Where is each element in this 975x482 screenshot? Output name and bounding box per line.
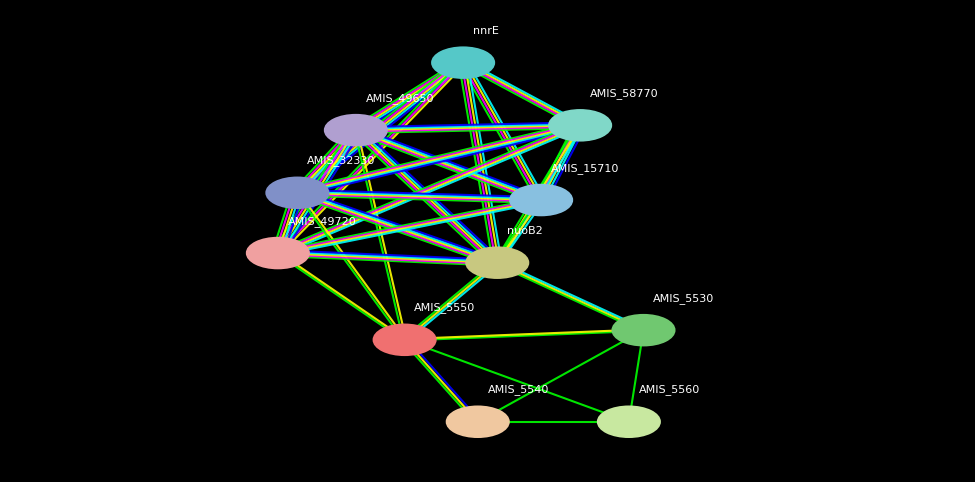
Text: AMIS_5550: AMIS_5550 <box>414 302 476 313</box>
Text: nuoB2: nuoB2 <box>507 226 543 236</box>
Circle shape <box>510 185 572 215</box>
Text: AMIS_49650: AMIS_49650 <box>366 93 434 104</box>
Text: AMIS_15710: AMIS_15710 <box>551 162 619 174</box>
Text: AMIS_5540: AMIS_5540 <box>488 384 549 395</box>
Circle shape <box>432 47 494 78</box>
Text: nnrE: nnrE <box>473 26 499 36</box>
Circle shape <box>447 406 509 437</box>
Circle shape <box>549 110 611 141</box>
Circle shape <box>612 315 675 346</box>
Circle shape <box>373 324 436 355</box>
Circle shape <box>466 247 528 278</box>
Text: AMIS_5560: AMIS_5560 <box>639 384 700 395</box>
Circle shape <box>598 406 660 437</box>
Text: AMIS_5530: AMIS_5530 <box>653 293 715 304</box>
Circle shape <box>247 238 309 268</box>
Circle shape <box>266 177 329 208</box>
Text: AMIS_49720: AMIS_49720 <box>288 215 357 227</box>
Text: AMIS_58770: AMIS_58770 <box>590 88 658 99</box>
Circle shape <box>325 115 387 146</box>
Text: AMIS_32330: AMIS_32330 <box>307 155 375 166</box>
